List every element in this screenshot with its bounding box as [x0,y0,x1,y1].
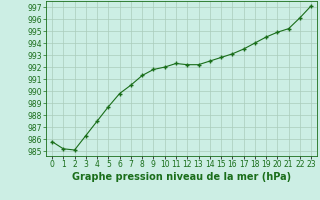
X-axis label: Graphe pression niveau de la mer (hPa): Graphe pression niveau de la mer (hPa) [72,172,291,182]
